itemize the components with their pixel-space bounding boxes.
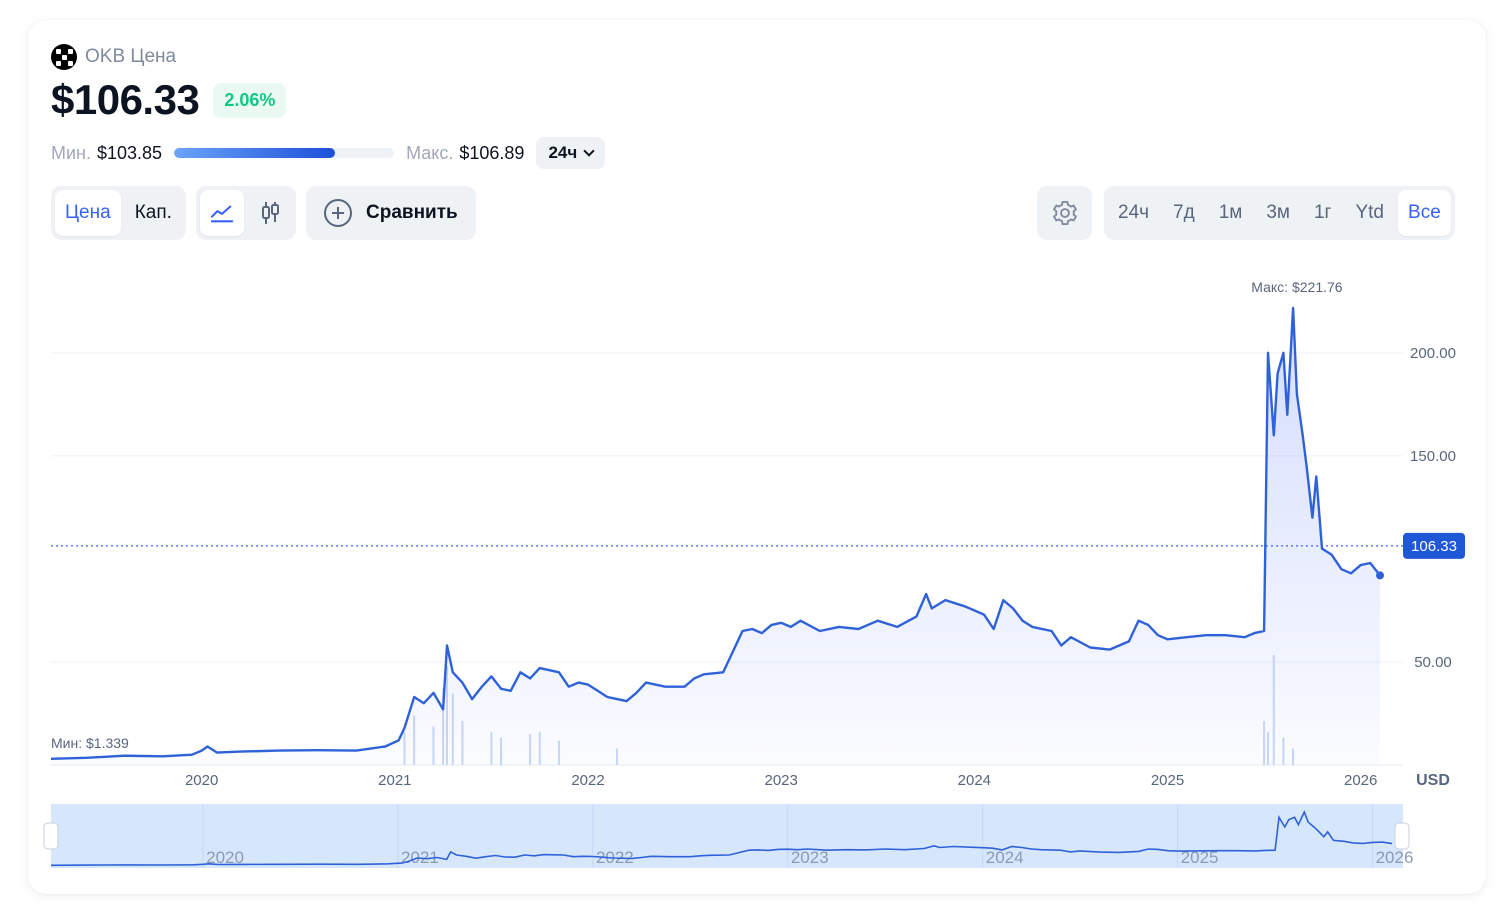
price-change-badge: 2.06% <box>213 82 287 118</box>
line-chart-icon <box>210 205 234 223</box>
timeframe-all[interactable]: Все <box>1398 190 1451 236</box>
range-bar <box>174 148 395 158</box>
range-bar-fill <box>174 148 335 158</box>
tab-market-cap[interactable]: Кап. <box>134 202 172 223</box>
candlestick-button[interactable] <box>248 190 292 236</box>
timeframe-1y[interactable]: 1г <box>1313 202 1332 223</box>
chart-type-toggle <box>196 186 296 240</box>
timeframe-3m[interactable]: 3м <box>1266 202 1290 223</box>
timeframe-selector: 24ч 7д 1м 3м 1г Ytd Все <box>1104 186 1455 240</box>
tab-price[interactable]: Цена <box>55 190 121 236</box>
timeframe-24h[interactable]: 24ч <box>1118 202 1150 223</box>
chart-settings-button[interactable] <box>1037 186 1092 240</box>
range-period-dropdown[interactable]: 24ч <box>536 137 606 169</box>
compare-button[interactable]: Сравнить <box>306 186 476 240</box>
range-period-value: 24ч <box>548 143 578 162</box>
timeframe-1m[interactable]: 1м <box>1218 202 1243 223</box>
metric-toggle: Цена Кап. <box>51 186 186 240</box>
plus-circle-icon <box>324 199 352 227</box>
range-max-label: Макс. <box>406 142 454 163</box>
range-max-value: $106.89 <box>459 142 525 163</box>
timeframe-ytd[interactable]: Ytd <box>1355 202 1385 223</box>
candlestick-icon <box>262 202 279 224</box>
range-min-value: $103.85 <box>97 142 163 163</box>
okb-logo-icon <box>51 44 77 70</box>
compare-label: Сравнить <box>366 202 458 223</box>
range-min-label: Мин. <box>51 142 91 163</box>
line-chart-button[interactable] <box>200 190 244 236</box>
coin-header: OKB Цена <box>51 44 176 70</box>
price-row: $106.33 2.06% <box>51 76 287 124</box>
current-price: $106.33 <box>51 76 200 123</box>
range-row: Мин. $103.85 Макс. $106.89 24ч <box>51 137 606 169</box>
coin-name-label: OKB Цена <box>85 46 177 67</box>
chevron-down-icon <box>583 145 595 157</box>
gear-icon <box>1052 200 1077 226</box>
timeframe-7d[interactable]: 7д <box>1173 202 1195 223</box>
